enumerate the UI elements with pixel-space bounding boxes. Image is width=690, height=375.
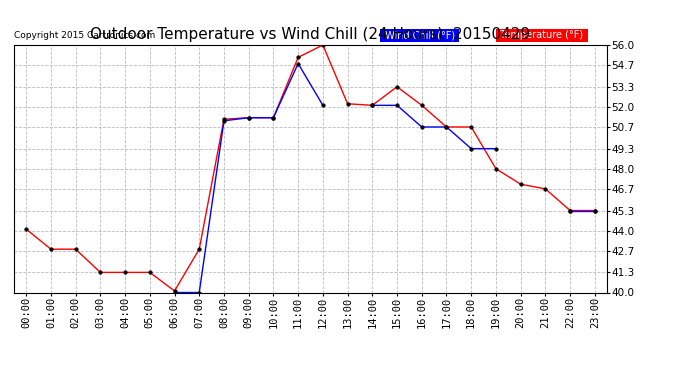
Title: Outdoor Temperature vs Wind Chill (24 Hours)  20150429: Outdoor Temperature vs Wind Chill (24 Ho… bbox=[90, 27, 531, 42]
Text: Temperature (°F): Temperature (°F) bbox=[497, 30, 586, 40]
Text: Wind Chill (°F): Wind Chill (°F) bbox=[382, 30, 458, 40]
Text: Copyright 2015 Cartronics.com: Copyright 2015 Cartronics.com bbox=[14, 31, 155, 40]
